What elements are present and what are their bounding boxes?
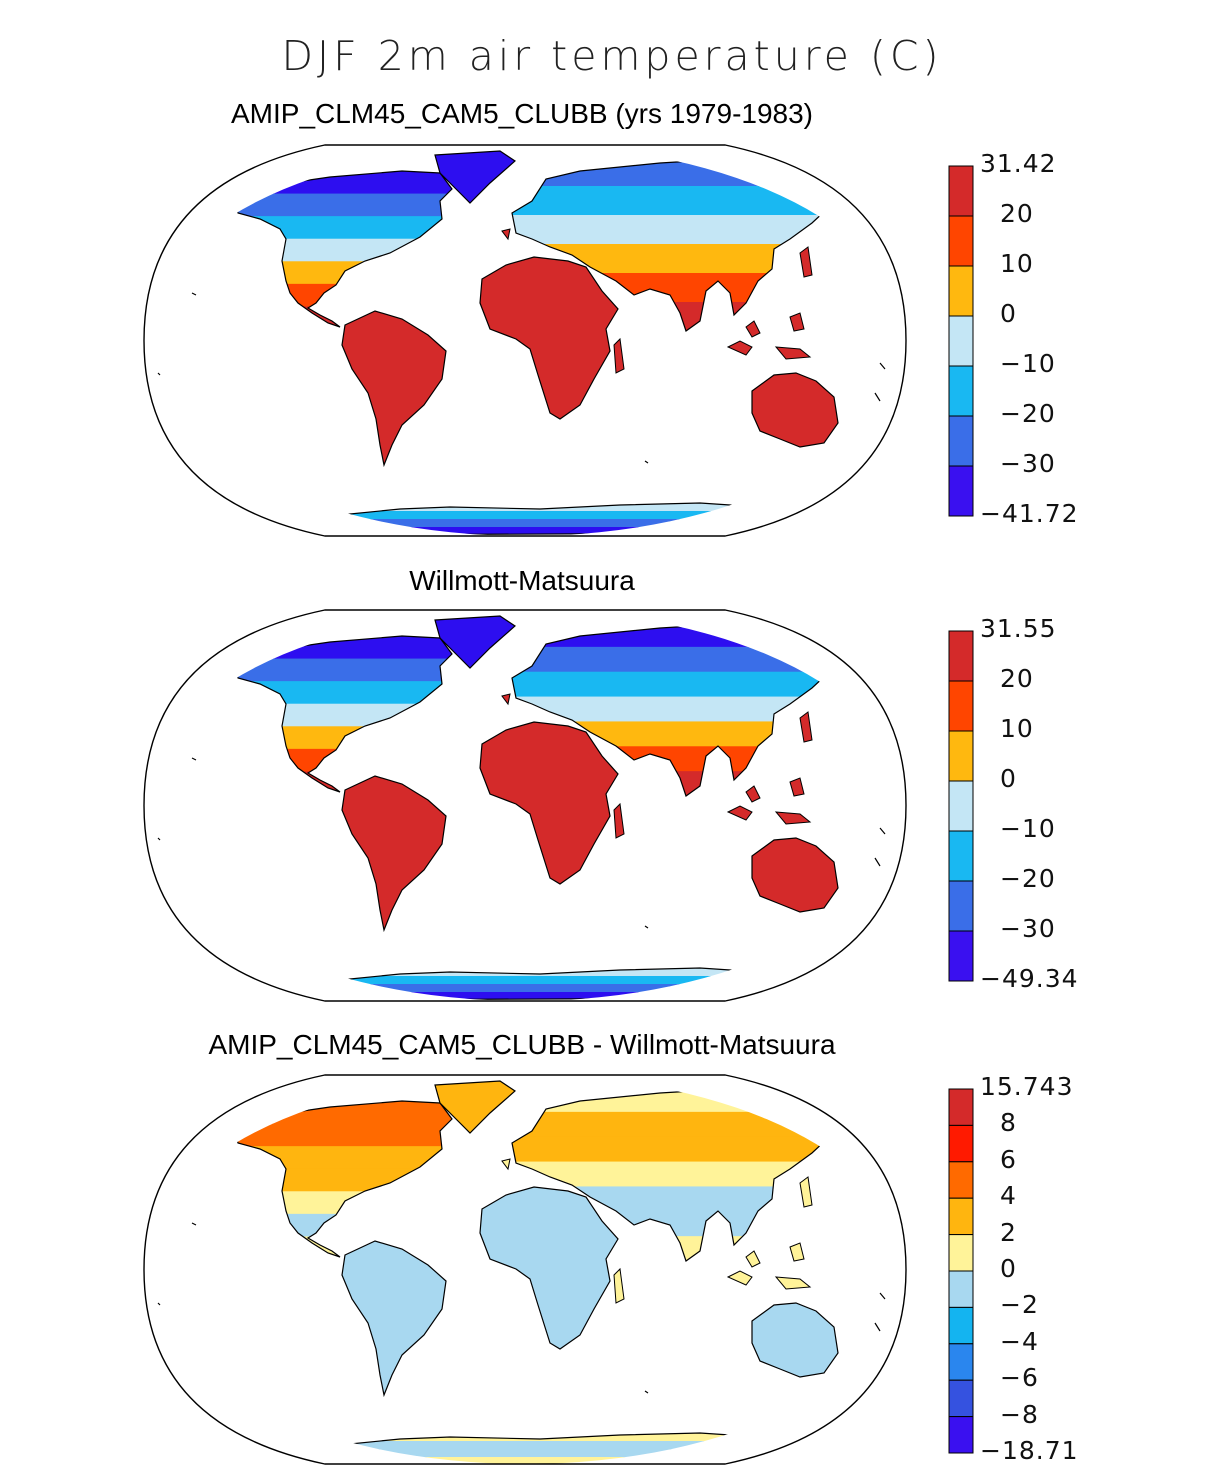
map-diff xyxy=(143,1074,907,1465)
colorbar-tick-label: −10 xyxy=(1000,814,1056,843)
map-obs xyxy=(143,609,907,1002)
colorbar-tick-label: −49.34 xyxy=(980,964,1079,993)
colorbar-tick-label: −20 xyxy=(1000,399,1056,428)
colorbar-tick-label: 0 xyxy=(1000,299,1017,328)
colorbar-tick-label: 15.743 xyxy=(980,1072,1074,1101)
colorbar-swatch xyxy=(948,465,974,517)
colorbar-swatch xyxy=(948,1306,974,1345)
colorbar-swatch xyxy=(948,315,974,367)
colorbar-swatch xyxy=(948,930,974,982)
region-gr xyxy=(435,616,515,668)
colorbar-obs xyxy=(948,630,974,982)
colorbar-tick-label: −30 xyxy=(1000,914,1056,943)
region-gr xyxy=(435,151,515,203)
region-ant xyxy=(300,503,780,535)
region-sa xyxy=(342,311,446,465)
figure-title: DJF 2m air temperature (C) xyxy=(281,32,943,80)
colorbar-tick-label: −4 xyxy=(1000,1326,1039,1356)
colorbar-swatch xyxy=(948,1270,974,1308)
colorbar-swatch xyxy=(948,365,974,417)
colorbar-tick-label: 0 xyxy=(1000,1254,1017,1283)
panel-title-obs: Willmott-Matsuura xyxy=(409,565,635,596)
colorbar-swatch xyxy=(948,1416,974,1454)
colorbar-tick-label: −41.72 xyxy=(980,499,1079,528)
panel-title-model: AMIP_CLM45_CAM5_CLUBB (yrs 1979-1983) xyxy=(230,98,814,129)
colorbar-swatch xyxy=(948,1343,974,1381)
colorbar-tick-label: 20 xyxy=(1000,664,1034,693)
colorbar-tick-label: −6 xyxy=(1000,1363,1039,1393)
colorbar-tick-label: −30 xyxy=(1000,449,1056,478)
colorbar-tick-label: −10 xyxy=(1000,349,1056,378)
colorbar-tick-label: 10 xyxy=(1000,249,1034,278)
map-boundary xyxy=(143,1074,907,1465)
region-af xyxy=(480,722,618,884)
colorbar-swatch xyxy=(948,1197,974,1236)
colorbar-tick-label: −20 xyxy=(1000,864,1056,893)
colorbar-tick-label: 0 xyxy=(1000,764,1017,793)
colorbar-labels-model: 31.42 20 10 0 −10 −20 −30 −41.72 xyxy=(980,148,1100,533)
colorbar-tick-label: 8 xyxy=(1000,1108,1017,1138)
region-gr xyxy=(435,1081,515,1133)
region-ant xyxy=(300,968,780,1000)
map-model xyxy=(143,144,907,537)
colorbar-labels-obs: 31.55 20 10 0 −10 −20 −30 −49.34 xyxy=(980,613,1100,998)
colorbar-swatch xyxy=(948,630,974,682)
colorbar-swatch xyxy=(948,1088,974,1126)
colorbar-swatch xyxy=(948,680,974,732)
colorbar-swatch xyxy=(948,165,974,217)
region-au xyxy=(752,373,838,447)
colorbar-swatch xyxy=(948,880,974,932)
map-boundary xyxy=(143,144,907,537)
region-af xyxy=(480,1187,618,1349)
colorbar-model xyxy=(948,165,974,517)
colorbar-tick-label: 6 xyxy=(1000,1144,1017,1174)
colorbar-labels-diff: 15.743 8 6 4 2 0 −2 −4 −6 −8 −18.71 xyxy=(980,1071,1110,1471)
colorbar-swatch xyxy=(948,415,974,467)
colorbar-tick-label: −18.71 xyxy=(980,1436,1079,1465)
region-af xyxy=(480,257,618,419)
colorbar-swatch xyxy=(948,215,974,267)
colorbar-tick-label: −8 xyxy=(1000,1399,1039,1429)
colorbar-swatch xyxy=(948,1234,974,1272)
colorbar-swatch xyxy=(948,1161,974,1199)
colorbar-tick-label: 20 xyxy=(1000,199,1034,228)
colorbar-tick-label: 31.55 xyxy=(980,614,1057,643)
region-sa xyxy=(342,776,446,930)
colorbar-tick-label: 4 xyxy=(1000,1181,1017,1211)
colorbar-swatch xyxy=(948,1124,974,1163)
colorbar-swatch xyxy=(948,780,974,832)
region-au xyxy=(752,1303,838,1377)
colorbar-swatch xyxy=(948,830,974,882)
colorbar-swatch xyxy=(948,265,974,317)
colorbar-tick-label: 2 xyxy=(1000,1217,1017,1247)
colorbar-tick-label: 10 xyxy=(1000,714,1034,743)
region-ant xyxy=(300,1433,780,1464)
region-au xyxy=(752,838,838,912)
panel-title-diff: AMIP_CLM45_CAM5_CLUBB - Willmott-Matsuur… xyxy=(208,1029,836,1060)
colorbar-swatch xyxy=(948,1379,974,1418)
colorbar-tick-label: 31.42 xyxy=(980,149,1057,178)
colorbar-tick-label: −2 xyxy=(1000,1290,1039,1320)
colorbar-diff xyxy=(948,1088,974,1454)
region-sa xyxy=(342,1241,446,1395)
colorbar-swatch xyxy=(948,730,974,782)
map-boundary xyxy=(143,609,907,1002)
